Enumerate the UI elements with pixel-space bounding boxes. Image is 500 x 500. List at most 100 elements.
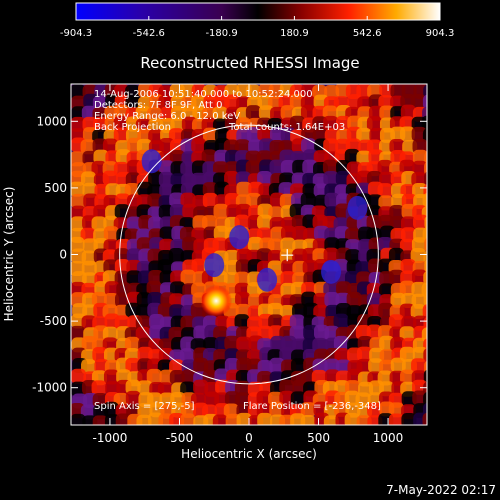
heatmap-cell [410, 248, 426, 264]
heatmap-cell [344, 148, 360, 164]
heatmap-cell [113, 115, 129, 131]
heatmap-cell [280, 271, 296, 287]
colorbar-tick-label: 542.6 [353, 28, 382, 39]
heatmap-cell [212, 414, 228, 425]
heatmap-cell [236, 181, 252, 197]
heatmap-cell [212, 161, 228, 177]
heatmap-cell [168, 247, 184, 263]
heatmap-cell [245, 84, 261, 100]
heatmap-cell [399, 126, 415, 142]
heatmap-cell [180, 84, 196, 98]
heatmap-cell [399, 326, 415, 342]
y-tick-label: 1000 [36, 114, 67, 128]
heatmap-cell [71, 181, 85, 197]
heatmap-cell [267, 238, 283, 254]
colorbar-tick-label: -904.3 [60, 28, 92, 39]
heatmap-cell [323, 138, 339, 154]
heatmap-cell [224, 94, 240, 110]
colorbar: -904.3 -542.6 -180.9 180.9 542.6 904.3 [60, 2, 455, 39]
heatmap-cell [126, 270, 142, 286]
heatmap-cell [279, 193, 295, 209]
heatmap-cell [157, 303, 173, 319]
x-tick-label: 500 [307, 431, 330, 445]
heatmap-cell [81, 171, 97, 187]
heatmap-cell [102, 170, 118, 186]
heatmap-cell [235, 259, 251, 275]
heatmap-cell [170, 105, 186, 121]
plot-title: Reconstructed RHESSI Image [140, 54, 359, 72]
heatmap-cell [323, 415, 339, 425]
heatmap-cell [191, 138, 207, 154]
heatmap-cell [411, 126, 427, 142]
info-detectors: Detectors: 7F 8F 9F, Att 0 [94, 100, 222, 111]
heatmap-cell [267, 302, 283, 318]
colorbar-tick-label: 180.9 [280, 28, 309, 39]
heatmap-cell [92, 95, 108, 111]
heatmap-cell [388, 413, 404, 425]
heatmap-cell [423, 292, 427, 307]
heatmap-cell [148, 216, 164, 232]
heatmap-cell [424, 237, 427, 252]
heatmap-cell [180, 315, 196, 331]
x-tick-label: -500 [166, 431, 193, 445]
heatmap-cell [136, 414, 152, 425]
heatmap-cell [126, 216, 142, 232]
heatmap-minimum [257, 267, 278, 292]
heatmap-cell [421, 115, 427, 131]
heatmap-cell [400, 369, 416, 385]
heatmap-cell [413, 214, 427, 230]
heatmap-cell [71, 413, 86, 425]
heatmap-cell [81, 359, 97, 375]
heatmap-cell [92, 415, 108, 425]
heatmap-cell [170, 281, 186, 297]
heatmap-cell [377, 183, 393, 199]
heatmap-cell [411, 358, 427, 374]
heatmap-cell [289, 115, 305, 131]
heatmap-cell [126, 248, 142, 264]
heatmap-cell [135, 315, 151, 331]
heatmap-cell [300, 104, 316, 120]
heatmap-cell [169, 192, 185, 208]
heatmap-cell [93, 149, 109, 165]
heatmap-cell [213, 203, 229, 219]
heatmap-cell [423, 270, 427, 286]
heatmap-cell [312, 358, 328, 374]
colorbar-tick-label: 904.3 [426, 28, 455, 39]
heatmap-cell [158, 95, 174, 111]
heatmap-cell [124, 336, 140, 352]
heatmap-cell [125, 390, 141, 406]
heatmap-cell [71, 236, 85, 252]
heatmap-cell [137, 380, 153, 396]
heatmap-cell [356, 150, 372, 166]
heatmap-cell [169, 370, 185, 386]
heatmap-cell [289, 314, 305, 330]
x-tick-label: 1000 [373, 431, 404, 445]
heatmap-cell [212, 106, 228, 122]
heatmap-cell [423, 348, 427, 363]
heatmap [71, 84, 427, 425]
heatmap-cell [346, 291, 362, 307]
y-tick-label: 0 [59, 248, 67, 262]
heatmap-cell [245, 160, 261, 176]
heatmap-cell [377, 159, 393, 175]
heatmap-cell [158, 171, 174, 187]
heatmap-cell [422, 193, 427, 208]
heatmap-cell [280, 160, 296, 176]
heatmap-cell [224, 335, 240, 351]
heatmap-cell [202, 127, 218, 143]
flare-position-label: Flare Position = [-236,-348] [243, 401, 381, 412]
heatmap-cell [71, 368, 87, 384]
heatmap-cell [235, 291, 251, 307]
heatmap-cell [212, 237, 228, 253]
heatmap-cell [102, 138, 118, 154]
info-method: Back Projection [94, 122, 171, 133]
heatmap-cell [379, 171, 395, 187]
heatmap-cell [269, 357, 285, 373]
heatmap-cell [269, 401, 285, 417]
heatmap-cell [422, 412, 427, 425]
y-tick-label: -1000 [32, 381, 67, 395]
heatmap-cell [269, 159, 285, 175]
spin-axis-marker [281, 249, 294, 262]
heatmap-cell [181, 369, 197, 385]
heatmap-cell [300, 402, 316, 418]
